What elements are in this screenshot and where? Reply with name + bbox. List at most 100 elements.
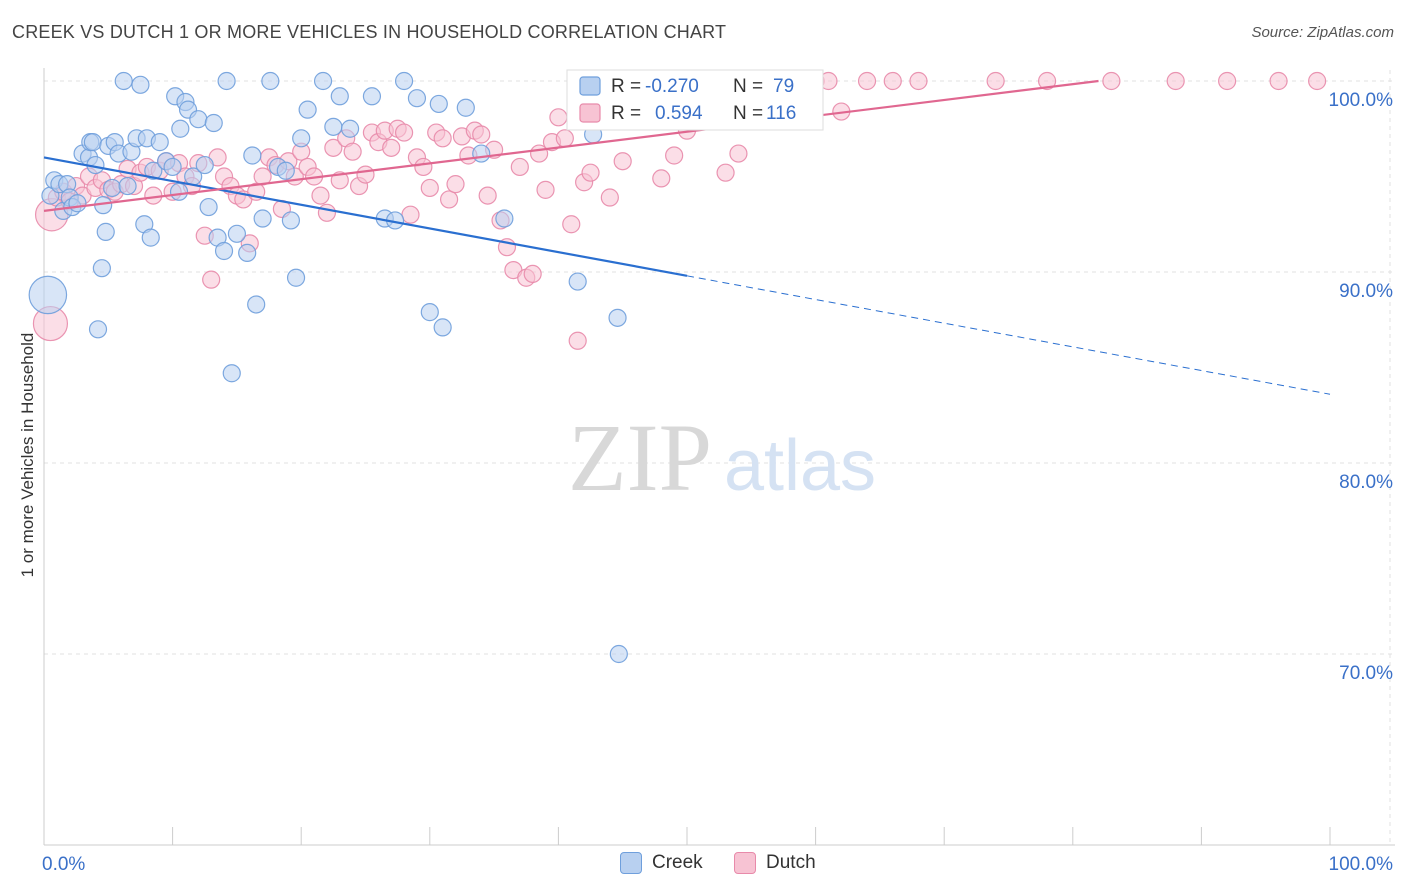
legend-label-creek: Creek: [652, 852, 703, 873]
dutch-point-81: [555, 129, 574, 148]
creek-point-61: [324, 117, 343, 136]
creek-point-74: [495, 209, 514, 228]
legend-label-dutch: Dutch: [766, 852, 816, 873]
y-tick-label-3: 70.0%: [1339, 663, 1393, 684]
watermark-atlas: atlas: [724, 426, 876, 506]
creek-point-78: [609, 644, 628, 664]
dutch-point-48: [343, 142, 362, 161]
x-tick-label-1: 100.0%: [1329, 854, 1394, 875]
creek-point-75: [568, 272, 587, 291]
creek-point-17: [96, 222, 115, 241]
creek-point-0: [28, 275, 68, 315]
dutch-swatch: [734, 852, 756, 874]
creek-point-50: [243, 146, 262, 165]
dutch-point-78: [536, 180, 555, 199]
creek-point-22: [114, 71, 133, 91]
dutch-point-63: [439, 190, 459, 209]
dutch-point-112: [1218, 71, 1237, 91]
bottom-legend: Creek Dutch: [0, 852, 1406, 878]
dutch-point-108: [986, 71, 1005, 91]
dutch-point-106: [883, 71, 902, 91]
creek-point-43: [204, 113, 223, 133]
legend-item-creek: Creek: [620, 852, 703, 874]
creek-point-14: [88, 320, 108, 339]
dutch-point-76: [523, 264, 542, 284]
dutch-point-105: [857, 71, 877, 91]
y-tick-label-1: 90.0%: [1339, 281, 1393, 302]
creek-point-63: [340, 119, 360, 138]
creek-point-71: [433, 318, 452, 337]
legend-box: R = -0.270 N = 79 R = 0.594 N = 116: [566, 69, 824, 131]
axes: [43, 68, 1395, 846]
legend-creek-r-value: -0.270: [645, 76, 699, 97]
creek-point-12: [83, 133, 102, 152]
creek-point-48: [227, 224, 246, 243]
creek-points: [28, 71, 628, 664]
dutch-point-114: [1308, 71, 1327, 91]
dutch-point-60: [420, 178, 439, 198]
creek-point-52: [253, 209, 272, 228]
dutch-point-54: [382, 138, 401, 157]
legend-creek-r-label: R =: [611, 76, 641, 97]
x-tick-label-0: 0.0%: [42, 854, 85, 875]
creek-point-72: [456, 98, 475, 117]
dutch-point-97: [729, 144, 748, 163]
dutch-point-83: [568, 331, 587, 350]
dutch-point-80: [549, 108, 568, 127]
dutch-point-87: [600, 188, 619, 207]
legend-dutch-swatch: [579, 103, 601, 123]
y-tick-label-0: 100.0%: [1329, 90, 1394, 111]
dutch-point-91: [652, 169, 671, 188]
source-label: Source: ZipAtlas.com: [1251, 24, 1394, 41]
creek-point-29: [141, 228, 160, 247]
creek-point-64: [362, 87, 382, 106]
creek-point-59: [298, 100, 317, 119]
dutch-point-96: [716, 163, 735, 182]
creek-point-41: [195, 155, 214, 175]
creek-point-58: [292, 129, 311, 148]
creek-point-51: [247, 295, 266, 314]
dutch-point-50: [356, 165, 375, 184]
creek-point-26: [131, 75, 150, 94]
dutch-point-110: [1102, 71, 1121, 91]
creek-point-36: [171, 119, 190, 138]
dutch-point-57: [401, 205, 420, 224]
dutch-point-43: [311, 186, 330, 205]
creek-point-60: [313, 71, 333, 91]
creek-point-62: [330, 87, 349, 106]
creek-point-23: [118, 176, 137, 196]
creek-point-57: [286, 268, 306, 287]
dutch-point-109: [1037, 71, 1057, 91]
creek-point-8: [68, 194, 87, 213]
creek-point-47: [222, 364, 241, 383]
creek-point-68: [407, 89, 427, 108]
dutch-point-69: [478, 186, 497, 205]
tick-labels: 100.0% 90.0% 80.0% 70.0% 0.0% 100.0%: [42, 90, 1393, 875]
legend-creek-n-value: 79: [773, 76, 794, 97]
dutch-point-68: [472, 125, 491, 144]
creek-point-31: [150, 133, 169, 152]
dutch-point-107: [909, 71, 928, 91]
legend-dutch-n-label: N =: [733, 103, 763, 124]
dutch-point-44: [317, 203, 337, 222]
creek-trend-line: [43, 156, 688, 277]
creek-point-35: [169, 182, 189, 201]
dutch-point-62: [433, 129, 452, 148]
creek-point-69: [420, 303, 439, 322]
chart-title: CREEK VS DUTCH 1 OR MORE VEHICLES IN HOU…: [12, 22, 727, 42]
dutch-point-64: [446, 175, 465, 194]
creek-point-42: [199, 197, 218, 217]
dutch-point-59: [414, 157, 433, 177]
creek-point-56: [281, 211, 301, 230]
creek-point-46: [217, 71, 236, 91]
creek-trend-extension: [686, 275, 1331, 395]
dutch-point-82: [562, 215, 581, 234]
creek-point-70: [429, 94, 448, 114]
creek-point-55: [276, 161, 295, 180]
dutch-point-56: [394, 123, 414, 142]
dutch-point-88: [613, 152, 632, 171]
legend-item-dutch: Dutch: [734, 852, 816, 874]
legend-creek-swatch: [579, 76, 601, 96]
legend-creek-n-label: N =: [733, 76, 763, 97]
